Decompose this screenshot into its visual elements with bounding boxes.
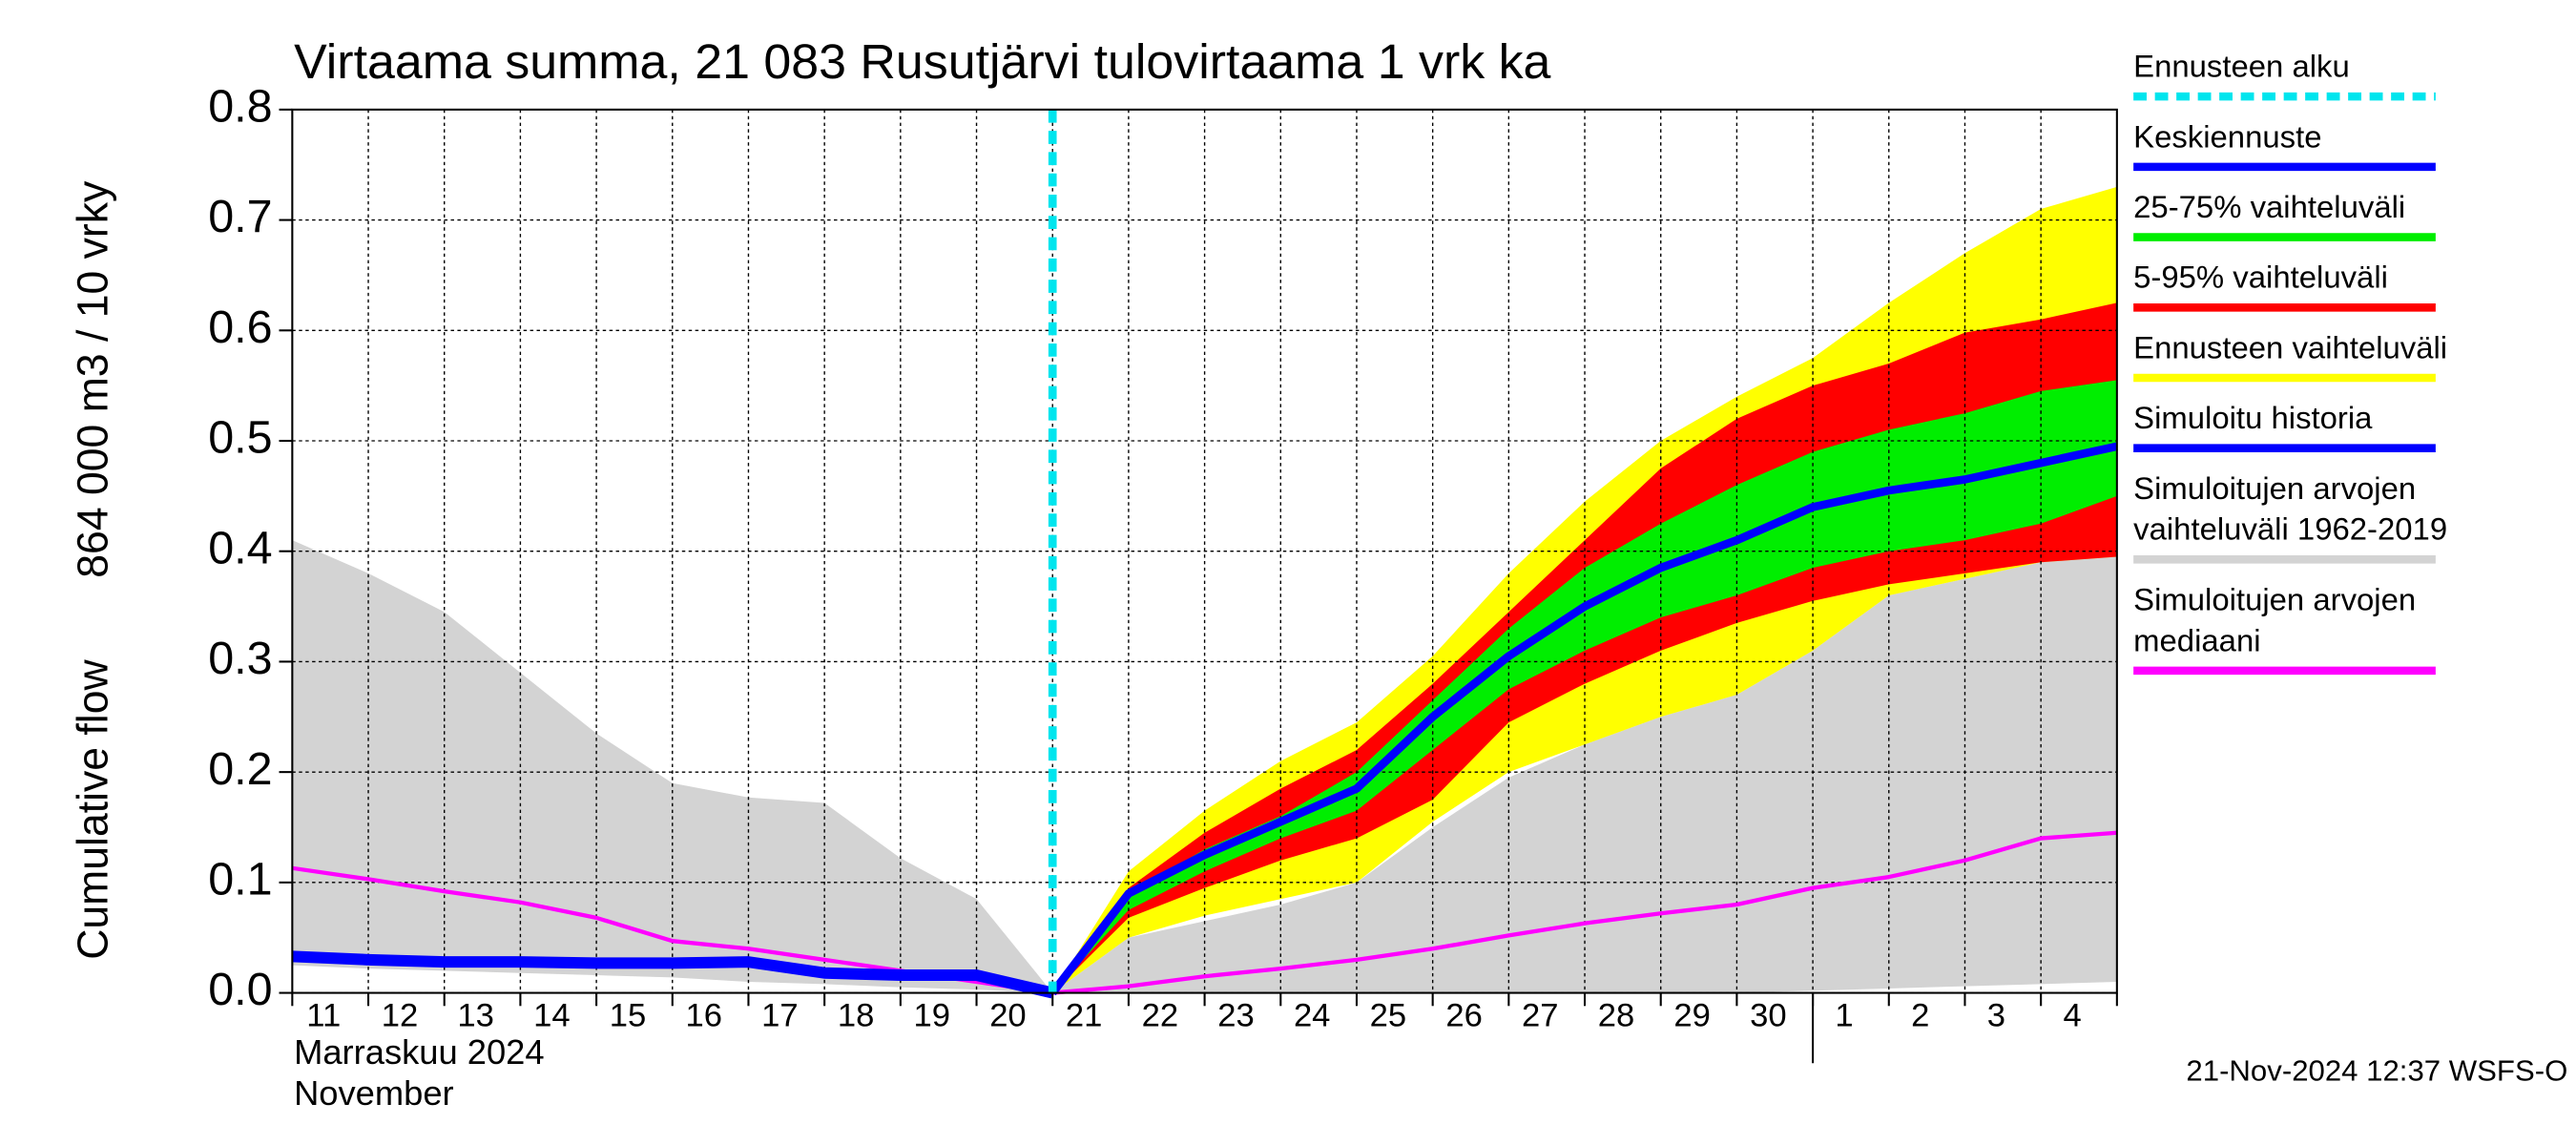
y-tick-label: 0.5 bbox=[208, 412, 272, 464]
y-tick-label: 0.7 bbox=[208, 191, 272, 242]
legend-label: Ennusteen alku bbox=[2133, 49, 2350, 84]
x-tick-label: 18 bbox=[838, 997, 874, 1033]
month-label-en: November bbox=[294, 1073, 454, 1113]
chart-title: Virtaama summa, 21 083 Rusutjärvi tulovi… bbox=[294, 33, 1551, 89]
x-tick-label: 21 bbox=[1066, 997, 1102, 1033]
x-tick-label: 27 bbox=[1522, 997, 1558, 1033]
x-tick-label: 3 bbox=[1987, 997, 2005, 1033]
line bbox=[292, 950, 1054, 999]
legend-label: mediaani bbox=[2133, 622, 2260, 657]
y-tick-label: 0.4 bbox=[208, 523, 272, 574]
y-tick-label: 0.2 bbox=[208, 743, 272, 795]
x-tick-label: 20 bbox=[989, 997, 1026, 1033]
x-tick-label: 15 bbox=[610, 997, 646, 1033]
x-tick-label: 1 bbox=[1835, 997, 1853, 1033]
x-tick-label: 4 bbox=[2063, 997, 2081, 1033]
y-tick-label: 0.0 bbox=[208, 964, 272, 1015]
y-axis-label: Cumulative flow bbox=[69, 659, 116, 960]
line bbox=[292, 830, 2118, 995]
band-area bbox=[292, 540, 2117, 993]
x-tick-label: 28 bbox=[1598, 997, 1634, 1033]
legend-label: Keskiennuste bbox=[2133, 118, 2321, 154]
x-tick-label: 29 bbox=[1673, 997, 1710, 1033]
y-tick-label: 0.6 bbox=[208, 302, 272, 353]
x-tick-label: 22 bbox=[1142, 997, 1178, 1033]
x-tick-label: 16 bbox=[685, 997, 721, 1033]
x-tick-label: 14 bbox=[533, 997, 570, 1033]
x-tick-label: 17 bbox=[761, 997, 798, 1033]
x-tick-label: 23 bbox=[1217, 997, 1254, 1033]
y-tick-label: 0.1 bbox=[208, 854, 272, 906]
y-tick-label: 0.3 bbox=[208, 633, 272, 684]
plot bbox=[292, 109, 2118, 999]
x-tick-label: 24 bbox=[1294, 997, 1330, 1033]
legend-label: Simuloitujen arvojen bbox=[2133, 470, 2416, 506]
x-tick-label: 13 bbox=[457, 997, 493, 1033]
x-tick-label: 25 bbox=[1370, 997, 1406, 1033]
legend-label: vaihteluväli 1962-2019 bbox=[2133, 511, 2447, 547]
x-tick-label: 30 bbox=[1750, 997, 1786, 1033]
legend-label: Simuloitujen arvojen bbox=[2133, 582, 2416, 617]
x-tick-label: 12 bbox=[382, 997, 418, 1033]
legend-label: 25-75% vaihteluväli bbox=[2133, 189, 2405, 224]
timestamp: 21-Nov-2024 12:37 WSFS-O bbox=[2186, 1054, 2567, 1088]
x-tick-label: 11 bbox=[306, 997, 341, 1033]
x-tick-label: 2 bbox=[1911, 997, 1929, 1033]
x-tick-label: 26 bbox=[1445, 997, 1482, 1033]
legend-label: Simuloitu historia bbox=[2133, 400, 2373, 435]
y-tick-label: 0.8 bbox=[208, 81, 272, 133]
legend-label: Ennusteen vaihteluväli bbox=[2133, 330, 2447, 365]
line bbox=[1049, 442, 2118, 996]
legend-label: 5-95% vaihteluväli bbox=[2133, 260, 2388, 295]
month-label: Marraskuu 2024 bbox=[294, 1032, 545, 1072]
band-area bbox=[1052, 380, 2117, 993]
x-tick-label: 19 bbox=[914, 997, 950, 1033]
y-axis-units: 864 000 m3 / 10 vrky bbox=[69, 180, 116, 578]
